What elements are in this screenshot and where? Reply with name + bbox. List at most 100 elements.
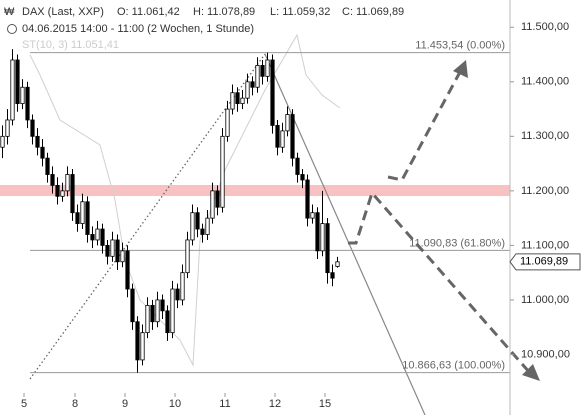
candle-body (275, 125, 280, 148)
candle-body (240, 97, 245, 105)
candle-body (195, 212, 200, 230)
candle-body (75, 212, 80, 224)
candle-body (200, 228, 205, 235)
header-close: C: 11.069,89 (342, 6, 404, 18)
x-tick-label: 8 (72, 398, 78, 410)
y-tick-label: 10.900,00 (521, 348, 570, 360)
candle-body (90, 234, 95, 241)
candle-body (60, 190, 65, 197)
candle-body (165, 310, 170, 334)
candle-body (295, 157, 300, 175)
candle-body (155, 299, 160, 323)
candle-body (0, 135, 5, 148)
header-low: L: 11.059,32 (270, 6, 330, 18)
candle-body (210, 190, 215, 219)
candle-body (20, 86, 25, 105)
candle-body (175, 288, 180, 301)
candle-body (110, 239, 115, 257)
y-tick-label: 11.100,00 (521, 239, 569, 251)
candle-body (95, 228, 100, 241)
candle-body (25, 86, 30, 121)
candle-body (130, 288, 135, 323)
candle-body (310, 212, 315, 219)
trend-line (264, 53, 426, 415)
candle-body (205, 217, 210, 235)
candle-body (120, 250, 125, 263)
x-tick-label: 12 (269, 398, 281, 410)
candle-body (30, 119, 35, 137)
candle-body (330, 272, 335, 279)
clock-icon (7, 24, 17, 34)
y-tick-label: 11.000,00 (521, 294, 569, 306)
candle-body (160, 299, 165, 312)
x-tick-label: 10 (169, 398, 181, 410)
candle-body (40, 146, 45, 159)
y-tick-label: 11.200,00 (521, 185, 569, 197)
candle-body (45, 157, 50, 175)
candle-body (125, 250, 130, 290)
y-tick-label: 11.500,00 (521, 21, 569, 33)
x-tick-label: 5 (21, 398, 27, 410)
fib-trend-line (29, 53, 266, 380)
x-tick-label: 9 (122, 398, 128, 410)
subtitle: 04.06.2015 14:00 - 11:00 (2 Wochen, 1 St… (22, 23, 254, 35)
candle-body (100, 228, 105, 246)
candle-body (5, 119, 10, 137)
last-price-tag (509, 253, 581, 271)
candle-body (190, 212, 195, 241)
fib-level-label: 10.866,63 (100.00%) (402, 360, 505, 372)
candle-body (235, 92, 240, 105)
candle-body (170, 288, 175, 334)
candle-body (215, 190, 220, 208)
candle-body (260, 65, 265, 77)
candle-body (55, 185, 60, 197)
chart-title: DAX (Last, XXP) (22, 6, 104, 18)
fib-level-label: 11.453,54 (0.00%) (415, 40, 505, 52)
candle-body (255, 65, 260, 88)
candle-body (15, 59, 20, 105)
candle-body (285, 114, 290, 132)
forecast-down (348, 190, 532, 374)
candle-body (35, 135, 40, 148)
candle-body (135, 321, 140, 361)
candle-body (65, 174, 70, 192)
forecast-arrows (348, 71, 532, 374)
x-tick-label: 15 (319, 398, 331, 410)
candle-body (140, 332, 145, 361)
candle-body (105, 244, 110, 257)
candle-body (145, 304, 150, 334)
candle-body (300, 174, 305, 181)
candle-body (315, 212, 320, 252)
x-tick-label: 11 (219, 398, 230, 410)
candle-body (245, 81, 250, 99)
arrowhead (453, 60, 468, 78)
candle-body (280, 130, 285, 148)
candle-body (50, 174, 55, 186)
candle-body (185, 239, 190, 274)
y-tick-label: 11.400,00 (521, 76, 569, 88)
candle-body (150, 304, 155, 323)
candle-body (305, 179, 310, 219)
logo: ₩ (4, 6, 15, 18)
candle-body (115, 239, 120, 263)
indicator-label: ST(10, 3) 11.051,41 (22, 39, 119, 51)
last-price-label: 11.069,89 (520, 256, 568, 268)
candle-body (320, 223, 325, 252)
candle-body (225, 108, 230, 137)
candle-body (325, 223, 330, 274)
candle-body (70, 174, 75, 214)
arrowhead (522, 364, 540, 381)
resistance-band (0, 185, 510, 196)
candle-body (230, 92, 235, 110)
y-tick-label: 11.300,00 (521, 130, 569, 142)
header-open: O: 11.061,42 (117, 6, 180, 18)
header-high: H: 11.078,89 (193, 6, 255, 18)
candle-body (270, 59, 275, 126)
candle-body (290, 114, 295, 159)
candle-body (335, 261, 340, 267)
candle-body (220, 135, 225, 208)
forecast-up (387, 71, 462, 182)
candle-body (80, 201, 85, 224)
candle-body (250, 81, 255, 88)
